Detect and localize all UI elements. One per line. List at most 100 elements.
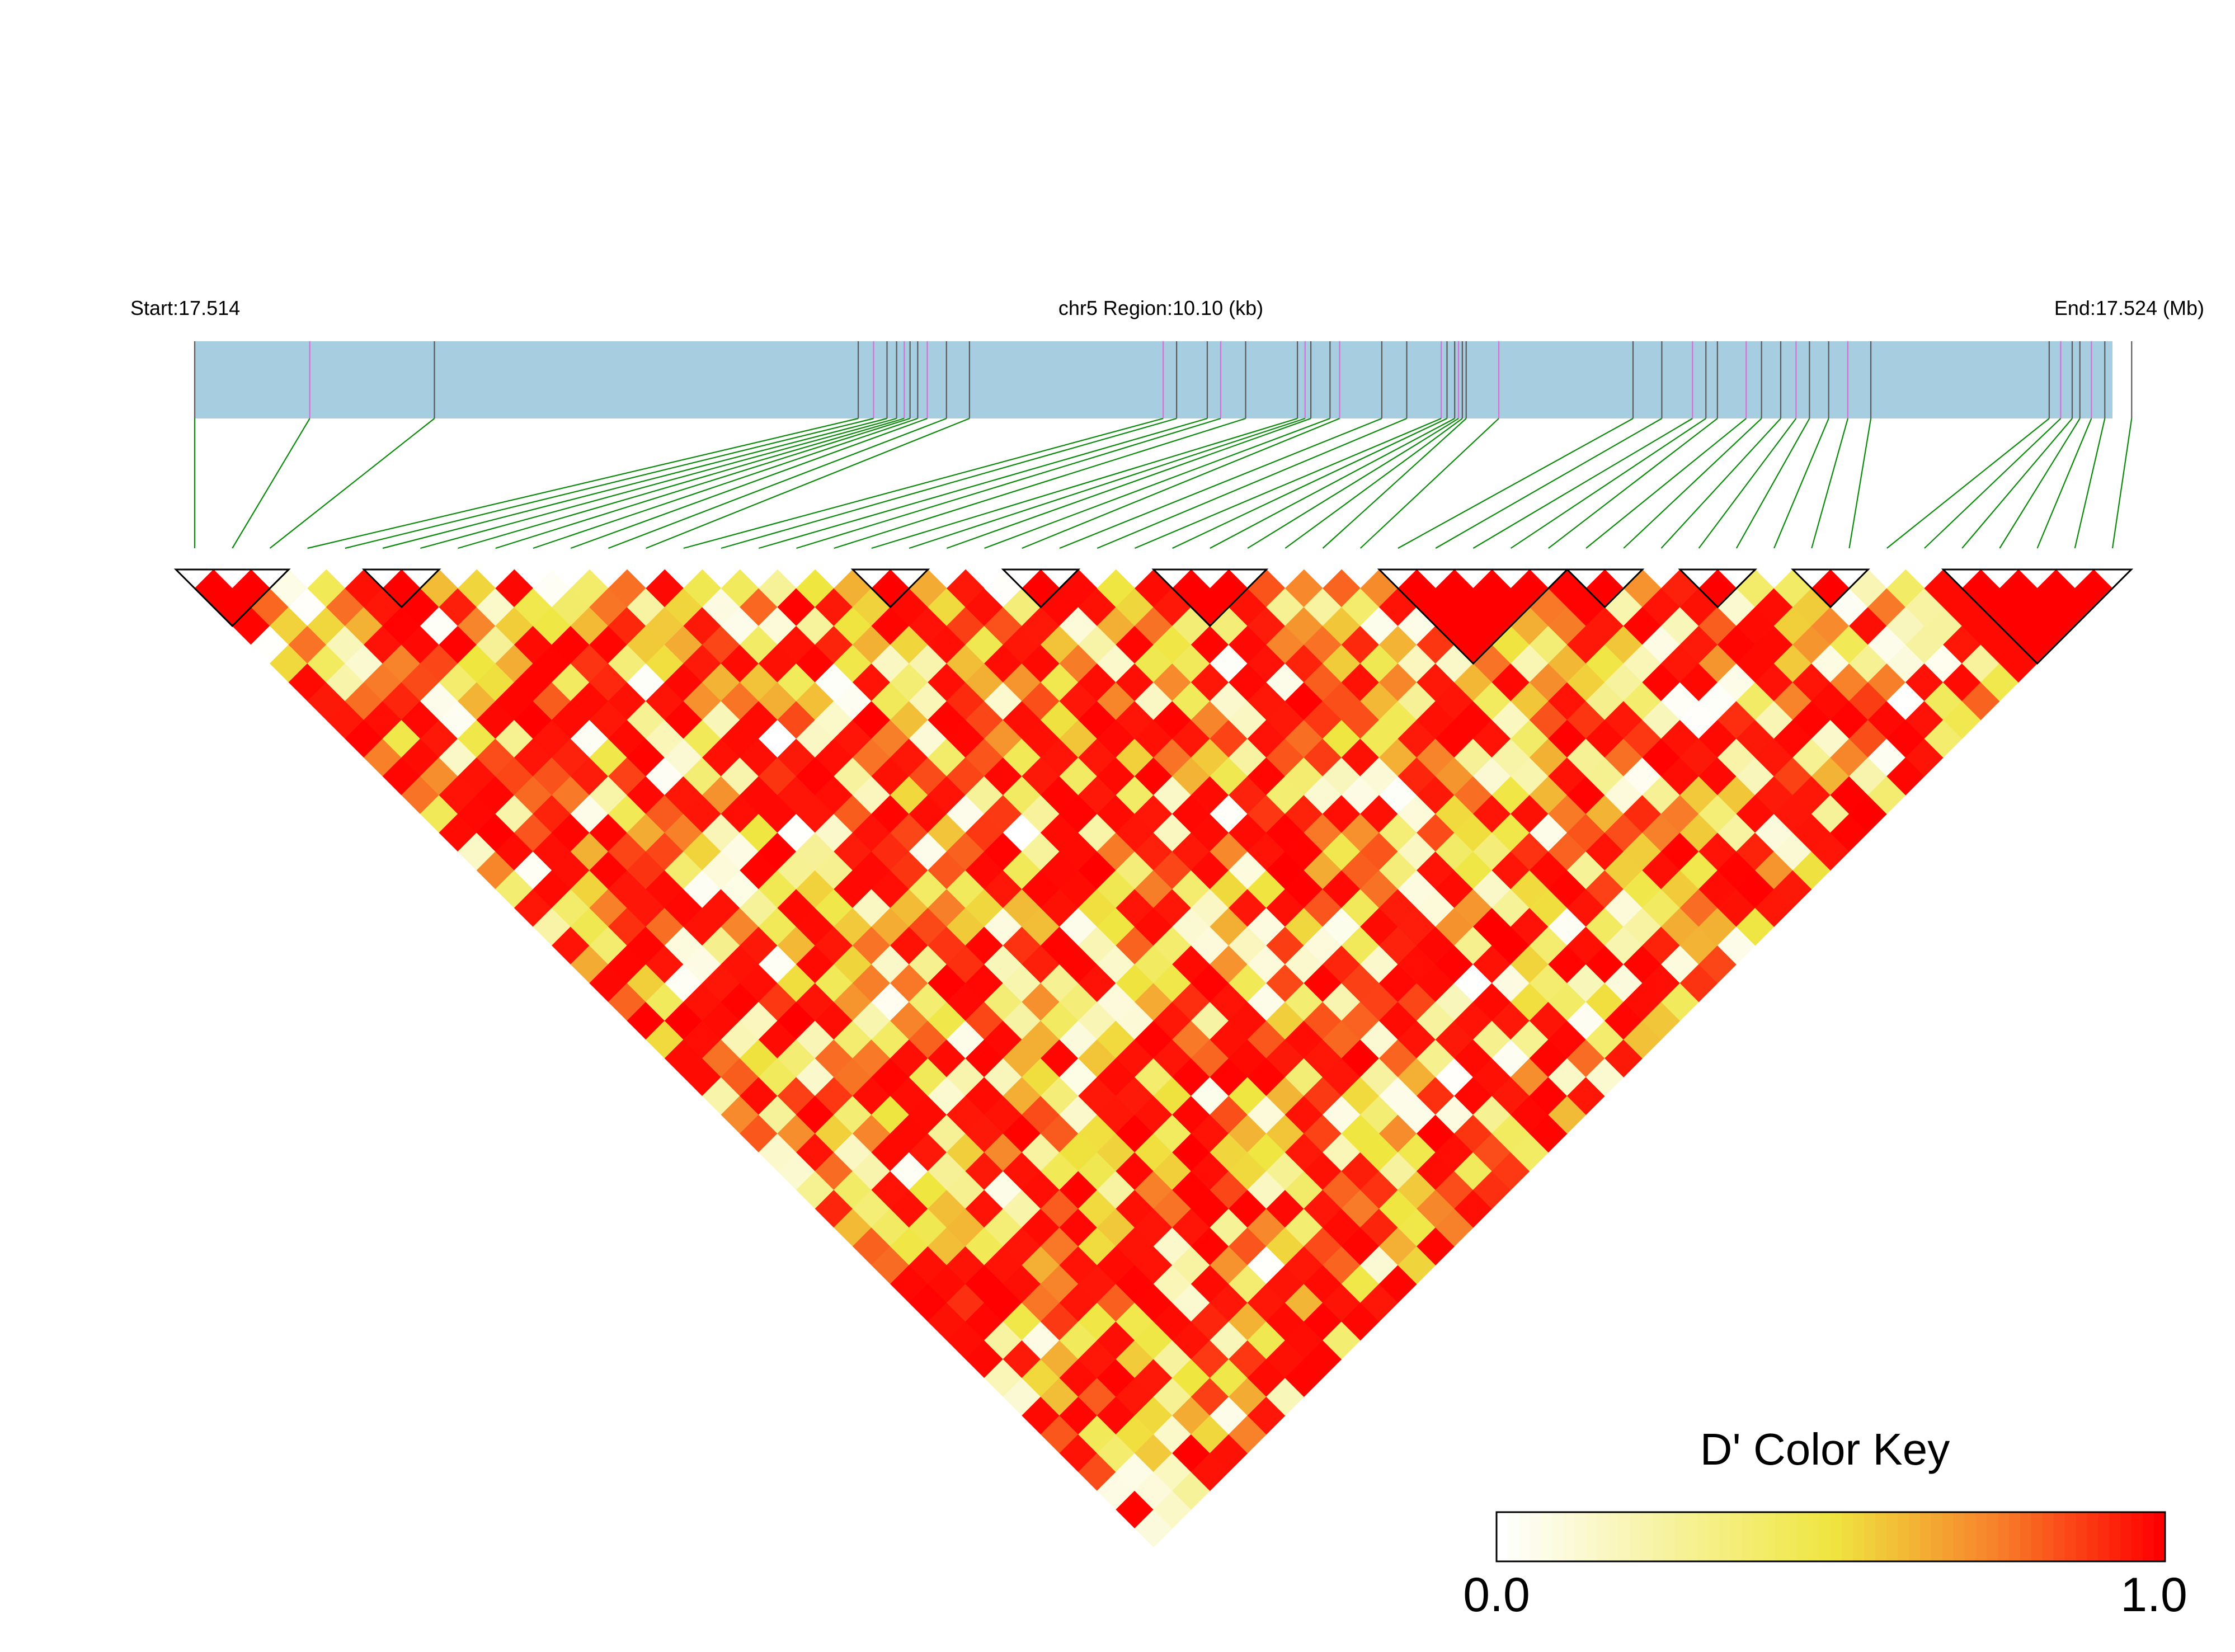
color-key-swatch [1742,1512,1753,1561]
snp-connector [834,417,1246,549]
region-label: chr5 Region:10.10 (kb) [1058,296,1263,319]
snp-connector [1134,417,1442,549]
snp-connector [269,418,435,549]
color-key-swatch [1797,1512,1809,1561]
color-key-swatch [1898,1512,1909,1561]
snp-connector [1924,418,2062,549]
region-track [194,341,2133,418]
color-key-swatch [1630,1512,1642,1561]
color-key-swatch [2064,1512,2077,1561]
snp-connector [796,417,1221,549]
color-key-swatch [1530,1512,1542,1561]
region-bar [195,341,2112,418]
snp-connector [1097,417,1407,549]
snp-connector [1284,418,1463,549]
snp-connector [1585,418,1747,549]
snp-connector [2111,418,2133,549]
snp-connector [1623,418,1762,549]
color-key-swatch [1552,1512,1564,1561]
haplotype-block-outline [1678,568,1758,609]
haplotype-block-outline [1791,568,1870,609]
color-key-title: D' Color Key [1700,1424,1950,1474]
snp-connector [1398,418,1634,549]
color-key-swatch [1652,1512,1664,1561]
color-key-swatch [1697,1512,1709,1561]
snp-connector [345,417,874,549]
haplotype-block-outline [1565,568,1645,609]
color-key-swatch [1563,1512,1575,1561]
snp-connector [1999,418,2081,549]
snp-connector [1848,418,1872,549]
snp-connector [2074,418,2106,549]
snp-connector [909,417,1306,549]
haplotype-block-outline [1151,568,1269,627]
color-key-swatch [1864,1512,1876,1561]
color-key-swatch [1764,1512,1776,1561]
snp-connector [1735,418,1810,549]
color-key-swatch [1931,1512,1943,1561]
color-key-swatch [1518,1512,1531,1561]
haplotype-block-outline [361,568,441,609]
color-key-frame [1495,1511,2166,1562]
color-key-swatch [1730,1512,1742,1561]
snp-connector [533,417,918,549]
snp-connector [570,417,928,549]
color-key-swatch [2109,1512,2121,1561]
color-key-swatch [1953,1512,1965,1561]
color-key-swatch [2098,1512,2110,1561]
color-key-swatch [1686,1512,1698,1561]
color-key-swatch [1507,1512,1519,1561]
haplotype-block-group [173,568,2134,665]
color-key-swatch [1708,1512,1720,1561]
snp-connector [1022,417,1340,549]
color-key-swatch [2132,1512,2143,1561]
color-key-swatch [1875,1512,1887,1561]
color-key-swatch [2031,1512,2043,1561]
color-key-swatch [1831,1512,1843,1561]
snp-connector [1359,418,1499,549]
color-key: D' Color Key 0.0 1.0 [1463,1424,2187,1622]
snp-connector [1698,418,1797,549]
color-key-swatch [1786,1512,1798,1561]
haplotype-block-outline [173,568,291,627]
color-key-swatch [1497,1512,1508,1561]
snp-connector-group [194,417,2133,549]
snp-connector [608,417,947,549]
snp-connector [984,417,1330,549]
color-key-swatch [1886,1512,1898,1561]
snp-tick-group [194,341,2133,418]
color-key-swatch [1674,1512,1687,1561]
snp-connector [382,417,887,549]
snp-connector [495,417,910,549]
snp-connector [1510,418,1706,549]
color-key-swatch [1942,1512,1954,1561]
color-key-swatch [1753,1512,1765,1561]
color-key-swatch [1719,1512,1731,1561]
snp-connector [646,417,970,549]
snp-connector [232,418,310,549]
haplotype-block-outline [850,568,930,609]
color-key-swatch [1541,1512,1553,1561]
snp-connector [758,417,1208,549]
snp-connector [1548,418,1718,549]
color-key-swatch [1998,1512,2010,1561]
color-key-swatch [2087,1512,2099,1561]
snp-connector [2036,418,2092,549]
snp-connector [946,417,1311,549]
snp-connector [1247,418,1459,549]
color-key-swatch [1619,1512,1631,1561]
snp-connector [458,417,905,549]
haplotype-block-outline [1001,568,1081,609]
color-key-swatch [1585,1512,1598,1561]
color-key-swatch [1641,1512,1653,1561]
snp-connector [1811,418,1848,549]
color-key-swatch [1987,1512,1999,1561]
color-key-swatch [2120,1512,2133,1561]
snp-connector [683,417,1164,549]
color-key-swatch [1964,1512,1977,1561]
haplotype-block-outline [1377,568,1569,665]
snp-connector [1660,418,1781,549]
color-key-min-label: 0.0 [1463,1568,1530,1622]
snp-connector [1322,418,1467,549]
